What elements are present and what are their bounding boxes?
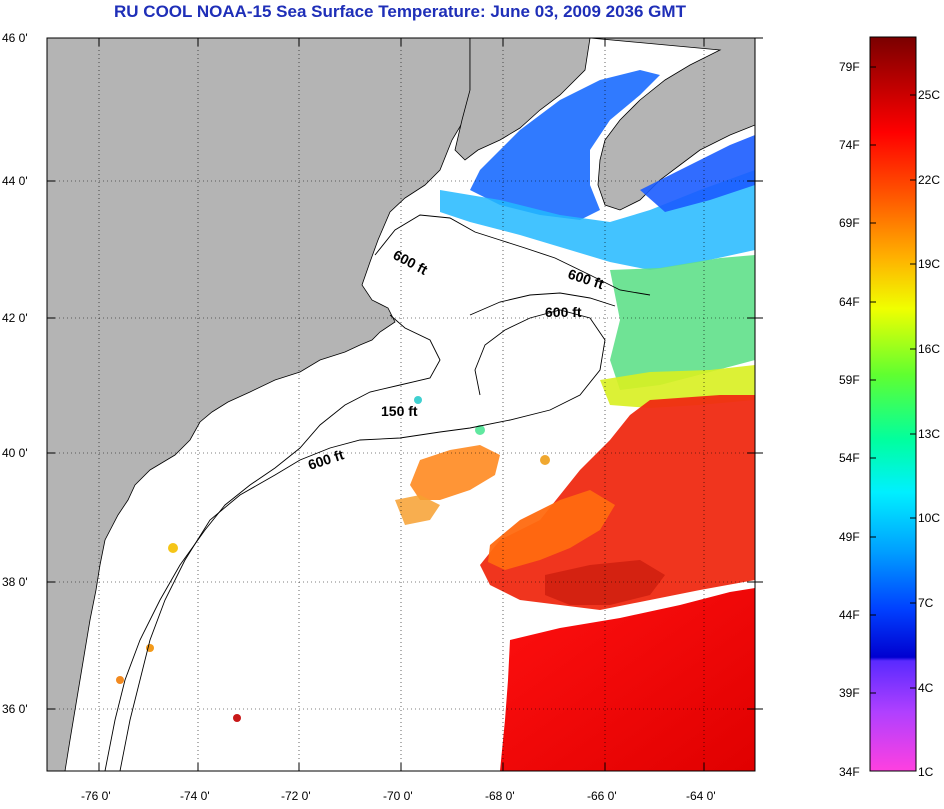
colorbar-f-label: 79F [839,60,860,74]
sst-speck [146,644,154,652]
lon-tick-label: -66 0' [587,789,617,803]
sst-orange-eddy [488,490,615,570]
contour-600ft-shelf [119,309,606,771]
lat-tick-label: 36 0' [2,702,28,716]
colorbar-c-label: 16C [918,342,940,356]
colorbar-c-label: 4C [918,681,934,695]
bathymetry-contours [104,214,651,771]
colorbar: 79F 74F 69F 64F 59F 54F 49F 44F 39F 34F … [839,36,940,779]
sst-cold-ns-shelf [640,135,755,212]
colorbar-c-label: 7C [918,596,934,610]
contour-label: 600 ft [545,304,582,320]
lat-tick-label: 40 0' [2,446,28,460]
lat-tick-label: 44 0' [2,174,28,188]
colorbar-f-label: 54F [839,451,860,465]
lon-tick-label: -74 0' [180,789,210,803]
map-area: 600 ft 600 ft 600 ft 150 ft 600 ft [47,38,755,771]
map-title: RU COOL NOAA-15 Sea Surface Temperature:… [114,2,686,21]
colorbar-c-label: 25C [918,88,940,102]
land-nova-scotia [589,38,755,211]
colorbar-c-label: 19C [918,257,940,271]
colorbar-c-label: 13C [918,427,940,441]
colorbar-f-label: 59F [839,373,860,387]
colorbar-f-label: 39F [839,686,860,700]
sst-orange-patches [410,445,500,500]
lat-tick-label: 42 0' [2,311,28,325]
land-mainland [47,38,471,771]
colorbar-f-label: 44F [839,608,860,622]
sst-cyan-gulf [440,170,755,270]
lat-tick-label: 46 0' [2,31,28,45]
lat-tick-label: 38 0' [2,575,28,589]
colorbar-c-label: 1C [918,765,934,779]
sst-speck [475,425,485,435]
contour-georges [469,292,616,316]
lon-tick-label: -64 0' [686,789,716,803]
land-new-brunswick [454,38,591,161]
sst-speck [233,714,241,722]
colorbar-ticks [870,66,916,694]
sst-speck [414,396,422,404]
colorbar-gradient [869,36,917,772]
lon-tick-label: -68 0' [485,789,515,803]
sst-speck [116,676,124,684]
lon-tick-labels: -76 0' -74 0' -72 0' -70 0' -68 0' -66 0… [81,789,716,803]
colorbar-f-label: 69F [839,216,860,230]
colorbar-c-label: 22C [918,173,940,187]
colorbar-f-label: 74F [839,138,860,152]
sst-green-shelf [610,255,755,390]
colorbar-c-label: 10C [918,511,940,525]
colorbar-f-label: 49F [839,530,860,544]
sst-cold-fundy [470,70,660,220]
lon-tick-label: -76 0' [81,789,111,803]
contour-label: 150 ft [381,403,418,419]
sst-speck [540,455,550,465]
sst-orange-patches-2 [395,495,440,525]
lat-tick-labels: 46 0' 44 0' 42 0' 40 0' 38 0' 36 0' [2,31,28,716]
sst-speck [168,543,178,553]
contour-150ft [104,314,441,771]
lon-tick-label: -70 0' [383,789,413,803]
sst-deep-red-south [500,588,755,771]
lon-tick-label: -72 0' [281,789,311,803]
frame-ticks [47,37,763,771]
colorbar-f-label: 34F [839,765,860,779]
contour-600ft-gulf [374,214,651,296]
colorbar-f-label: 64F [839,295,860,309]
